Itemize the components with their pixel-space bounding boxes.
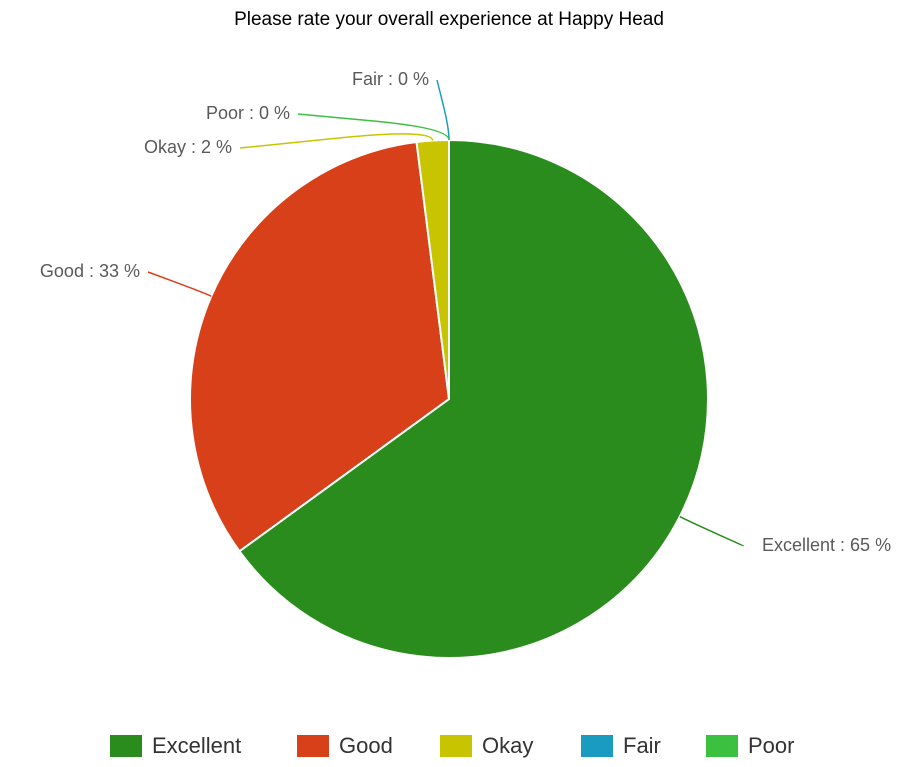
legend-label: Good [339,733,393,758]
legend-swatch [706,735,738,757]
connector [436,79,450,141]
data-label: Poor : 0 % [206,103,290,123]
connector [679,515,745,547]
data-label: Fair : 0 % [352,69,429,89]
data-label: Excellent : 65 % [762,535,891,555]
connector [297,113,450,141]
legend-label: Excellent [152,733,241,758]
data-label: Okay : 2 % [144,137,232,157]
legend-label: Poor [748,733,794,758]
legend-label: Fair [623,733,661,758]
connector [239,133,434,149]
pie-slice [238,138,709,659]
legend-swatch [440,735,472,757]
pie-slice [189,140,451,553]
data-label: Good : 33 % [40,261,140,281]
legend-swatch [110,735,142,757]
legend-swatch [581,735,613,757]
legend-label: Okay [482,733,533,758]
connector [147,271,212,297]
chart-title: Please rate your overall experience at H… [234,9,664,30]
legend-swatch [297,735,329,757]
